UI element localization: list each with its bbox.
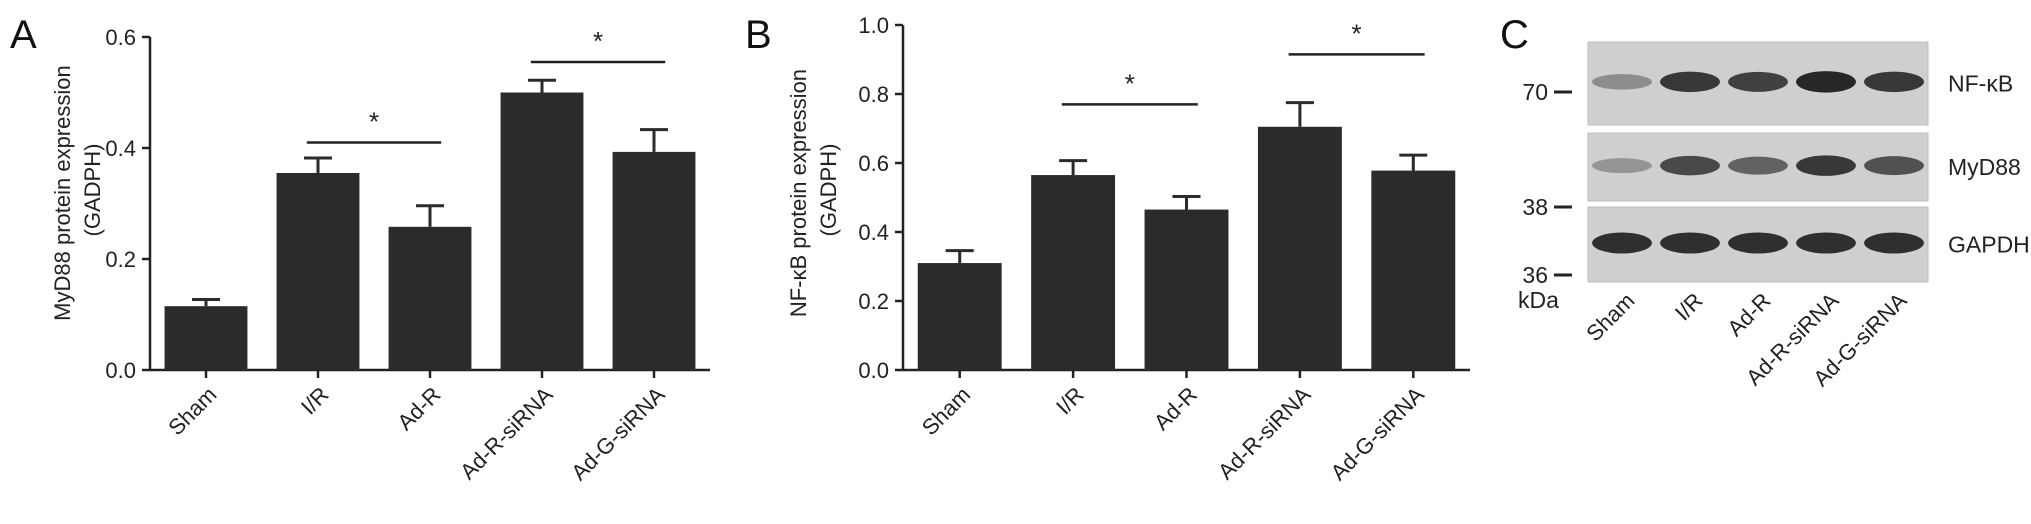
y-axis-title-b: NF-κB protein expression (GADPH): [786, 63, 841, 317]
blot-band: [1592, 232, 1652, 254]
mw-marker-label: 70: [1522, 79, 1548, 105]
chart-a-category-label: Ad-G-siRNA: [566, 382, 669, 485]
blot-band: [1796, 155, 1856, 176]
chart-b-y-tick-label: 1.0: [858, 13, 889, 38]
chart-a-y-tick-label: 0.6: [105, 25, 136, 50]
mw-marker-label: 36: [1522, 262, 1548, 288]
chart-b-significance-star: *: [1125, 68, 1135, 98]
chart-a-bar: [612, 151, 696, 370]
chart-b-y-tick-label: 0.8: [858, 82, 889, 107]
chart-b-y-tick-label: 0.4: [858, 220, 889, 245]
chart-a-category-label: I/R: [296, 382, 334, 420]
blot-band: [1728, 71, 1788, 92]
blot-band: [1728, 156, 1788, 175]
blot-band: [1864, 71, 1924, 93]
chart-b-y-tick-label: 0.2: [858, 289, 889, 314]
blot-band: [1592, 158, 1652, 174]
chart-a-y-tick-label: 0.4: [105, 136, 136, 161]
chart-a-category-label: Ad-R-siRNA: [455, 382, 558, 485]
blot-band: [1660, 71, 1720, 93]
chart-a-significance-star: *: [593, 26, 603, 56]
blot-row-label: NF-κB: [1948, 71, 2013, 97]
blot-band: [1660, 155, 1720, 176]
chart-b-significance-star: *: [1352, 18, 1362, 48]
blot-row-label: MyD88: [1948, 154, 2021, 180]
chart-a-bar: [388, 226, 472, 370]
blot-band: [1660, 232, 1720, 254]
panel-a: A MyD88 protein expression (GADPH) 0.0 0.…: [10, 13, 710, 485]
chart-a-bar: [164, 306, 248, 370]
mw-unit-label: kDa: [1518, 287, 1559, 313]
chart-b-category-label: Ad-R: [1149, 382, 1202, 435]
blot-lane-label: Sham: [1581, 288, 1639, 346]
blot-band: [1592, 74, 1652, 90]
chart-b-y-tick-label: 0.0: [858, 358, 889, 383]
chart-a-category-label: Sham: [163, 382, 221, 440]
chart-b-bar: [1031, 175, 1116, 370]
blot-band: [1864, 156, 1924, 176]
chart-b-bar: [1371, 170, 1456, 370]
chart-b-category-label: Sham: [917, 382, 975, 440]
chart-b-category-label: Ad-G-siRNA: [1326, 382, 1429, 485]
chart-b-y-tick-label: 0.6: [858, 151, 889, 176]
panel-letter-c: C: [1500, 13, 1529, 57]
y-axis-title-a: MyD88 protein expression (GADPH): [50, 59, 105, 321]
panel-letter-b: B: [745, 13, 772, 57]
blot-lane-label: Ad-R: [1722, 288, 1775, 341]
chart-a-category-label: Ad-R: [392, 382, 445, 435]
chart-b-bar: [1144, 209, 1229, 370]
panel-b: B NF-κB protein expression (GADPH) 0.0 0.…: [745, 13, 1470, 485]
blot-lane-label: I/R: [1670, 288, 1708, 326]
chart-b-category-label: I/R: [1051, 382, 1089, 420]
chart-a-bar: [276, 172, 360, 370]
chart-a-bar: [500, 92, 584, 370]
chart-a-y-tick-label: 0.2: [105, 247, 136, 272]
blot-band: [1796, 232, 1856, 254]
blot-band: [1728, 232, 1788, 254]
blot-row-label: GAPDH: [1948, 232, 2030, 258]
chart-b-bar: [917, 263, 1002, 370]
blot-band: [1864, 232, 1924, 254]
chart-b-category-label: Ad-R-siRNA: [1213, 382, 1316, 485]
chart-a-significance-star: *: [369, 106, 379, 136]
blot-band: [1796, 71, 1856, 93]
chart-a-y-tick-label: 0.0: [105, 358, 136, 383]
mw-marker-label: 38: [1522, 194, 1548, 220]
chart-b-bar: [1257, 126, 1342, 371]
panel-letter-a: A: [10, 13, 37, 57]
